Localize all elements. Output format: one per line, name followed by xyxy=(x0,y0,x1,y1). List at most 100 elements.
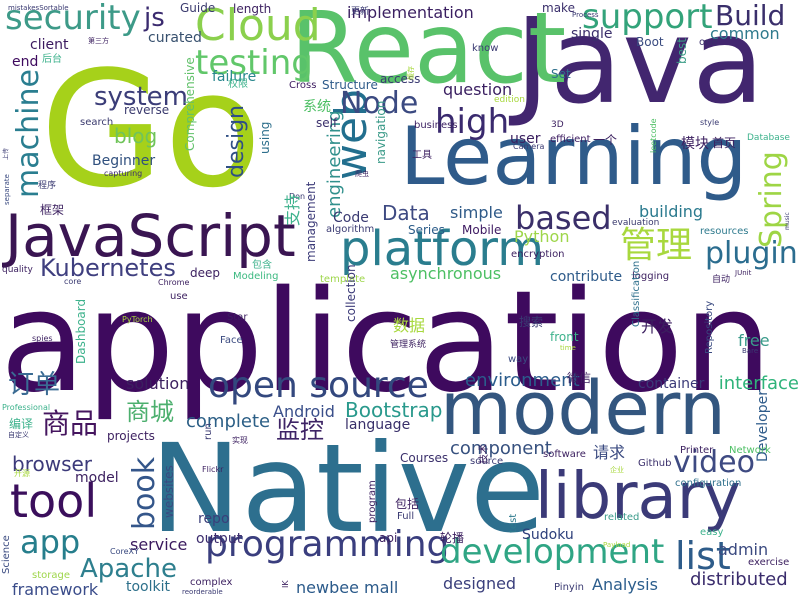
word-ik-151: IK xyxy=(281,580,290,588)
word-cjk-169: 系统 xyxy=(303,99,331,115)
word-cjk-194: 技术 xyxy=(479,444,490,464)
word-open-source-11: open source xyxy=(208,365,429,406)
word-beginner-65: Beginner xyxy=(92,153,156,169)
word-resources-102: resources xyxy=(700,226,749,237)
word-building-71: building xyxy=(639,202,704,221)
word-don-168: Don xyxy=(289,192,306,201)
word-cjk-190: 爬虫 xyxy=(355,170,369,178)
word-common-78: common xyxy=(710,24,780,43)
word-plugin-28: plugin xyxy=(705,236,798,271)
word-3d-155: 3D xyxy=(551,120,564,130)
word-free-113: free xyxy=(738,331,770,350)
word-boot-79: Boot xyxy=(636,35,664,49)
word-admin-54: admin xyxy=(718,540,769,559)
word-exercise-124: exercise xyxy=(748,557,790,568)
word-access-87: access xyxy=(380,72,421,86)
word-cjk-175: 模块 xyxy=(681,136,709,152)
word-core-144: core xyxy=(64,277,82,286)
word-corexy-149: CoreXY xyxy=(110,547,139,556)
word-testing-16: testing xyxy=(195,43,313,83)
word-kubernetes-23: Kubernetes xyxy=(40,254,176,282)
word-service-60: service xyxy=(130,535,188,554)
word-cjk-172: 数据 xyxy=(393,316,426,335)
word-cjk-179: 包括 xyxy=(395,497,420,511)
word-video-21: video xyxy=(673,445,755,480)
word-style-158: style xyxy=(700,118,720,127)
word-based-26: based xyxy=(515,199,612,237)
word-know-154: know xyxy=(472,43,499,54)
word-cjk-177: 请求 xyxy=(593,443,626,462)
word-programming-19: programming xyxy=(205,524,450,565)
word-encryption-100: encryption xyxy=(511,249,565,260)
word-cjk-188: 权限 xyxy=(228,79,248,90)
word-mistakessortable-166: mistakesSortable xyxy=(8,4,69,12)
word-complex-138: complex xyxy=(190,577,233,588)
word-best-80: best xyxy=(675,38,689,64)
word-contribute-103: contribute xyxy=(550,269,623,285)
word-cjk-183: 后台 xyxy=(42,54,62,65)
word-mobile-72: Mobile xyxy=(462,223,502,237)
word-reorderable-150: reorderable xyxy=(182,588,223,596)
word-cjk-192: 自动 xyxy=(712,275,731,285)
word-distributed-53: distributed xyxy=(690,569,788,590)
word-comprehensive-89: Comprehensive xyxy=(183,57,197,151)
word-app-27: app xyxy=(20,523,81,561)
word-list-29: list xyxy=(675,534,731,578)
word-deep-108: deep xyxy=(190,266,220,280)
word-cjk-197: 自定义 xyxy=(8,431,29,439)
word-solution-52: solution xyxy=(126,374,190,393)
word-courses-125: Courses xyxy=(400,451,449,465)
word-container-49: container xyxy=(638,376,705,392)
word-using-92: using xyxy=(258,121,272,154)
word-react-4: React xyxy=(290,0,567,106)
word-blog-41: blog xyxy=(114,124,158,148)
word-dashboard-112: Dashboard xyxy=(74,298,88,364)
word-high-17: high xyxy=(435,102,510,142)
word-search-90: search xyxy=(80,117,114,128)
word-way-114: way xyxy=(508,354,529,365)
word-question-67: question xyxy=(443,80,513,99)
word-professional-141: Professional xyxy=(2,403,51,412)
word-algorithm-99: algorithm xyxy=(326,224,375,235)
word-machine-24: machine xyxy=(11,69,46,198)
word-toolkit-55: toolkit xyxy=(126,579,170,595)
word-configuration-122: configuration xyxy=(675,478,742,489)
word-navigation-68: navigation xyxy=(374,100,388,164)
word-learning-5: Learning xyxy=(400,110,748,203)
word-efficient-95: efficient xyxy=(550,134,591,145)
word-storage-139: storage xyxy=(32,570,70,581)
word-asynchronous-47: asynchronous xyxy=(390,264,502,283)
word-newbee-mall-56: newbee mall xyxy=(296,578,399,597)
word-environment-46: environment xyxy=(465,370,580,391)
word-printer-120: Printer xyxy=(680,445,714,456)
word-cjk-185: 一个 xyxy=(593,133,618,147)
word-reverse-88: reverse xyxy=(124,103,170,117)
word-cjk-178: 编译 xyxy=(9,417,34,431)
word-run-137: run xyxy=(203,423,214,440)
word-client-73: client xyxy=(30,37,69,53)
word-build-33: Build xyxy=(715,0,786,32)
word-single-76: single xyxy=(571,26,613,42)
word-cjk-180: 轮播 xyxy=(440,531,465,545)
word-process-165: Process xyxy=(572,11,599,19)
word-system-25: system xyxy=(94,82,188,112)
word-projects-136: projects xyxy=(107,429,155,443)
word-modern-7: modern xyxy=(440,366,726,452)
word-business-96: business xyxy=(414,120,458,131)
word-program-128: program xyxy=(367,480,378,523)
word-cjk-32: 管理 xyxy=(620,225,693,266)
word-one-81: one xyxy=(699,37,718,48)
word-easy-123: easy xyxy=(700,527,724,538)
word-java-2: Java xyxy=(515,0,765,130)
word-simple-70: simple xyxy=(450,203,503,222)
word-test-131: test xyxy=(508,513,519,533)
word-spies-143: spies xyxy=(32,334,53,343)
word-analysis-58: Analysis xyxy=(592,575,658,594)
word-interface-48: interface xyxy=(718,373,799,394)
word-cjk-196: 开源 xyxy=(14,469,30,478)
word-cjk-186: 更新 xyxy=(351,7,370,17)
word-self-93: self xyxy=(316,116,338,130)
word-cjk-174: 搜索 xyxy=(519,315,544,329)
word-failure-84: failure xyxy=(212,69,257,85)
word-browser-45: browser xyxy=(12,452,93,476)
